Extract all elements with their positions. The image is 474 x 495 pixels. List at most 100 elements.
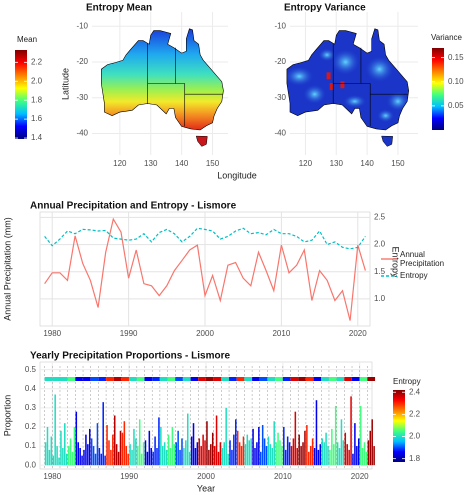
x-tick-label: 150 (391, 159, 405, 168)
bar (346, 444, 348, 466)
bar (340, 419, 343, 466)
bar (131, 449, 133, 466)
x-tick-label: 2010 (274, 472, 292, 481)
entropy-strip (198, 377, 206, 381)
entropy-strip (267, 377, 276, 381)
y-tick-label: -40 (274, 129, 286, 138)
bar (171, 426, 174, 466)
bar (192, 423, 195, 466)
bar (142, 442, 145, 466)
bar (296, 447, 299, 466)
entropy-strip (129, 377, 137, 381)
bar (89, 428, 91, 466)
bar (121, 432, 124, 466)
bar (225, 407, 227, 466)
y-tick-label: -30 (274, 93, 286, 102)
bar (290, 446, 293, 466)
tasmania (195, 135, 208, 147)
x-axis-label: Year (197, 483, 215, 493)
bar (62, 447, 64, 466)
bar (169, 447, 172, 466)
entropy-strip (275, 377, 283, 381)
x-tick-label: 1990 (120, 472, 138, 481)
x-tick-label: 1990 (120, 329, 138, 338)
bar (361, 447, 364, 466)
bar (56, 446, 58, 466)
y2-tick-label: 2.5 (374, 213, 386, 222)
bar (269, 444, 272, 466)
bar (300, 446, 302, 466)
bar (92, 446, 95, 466)
entropy-strip (175, 377, 183, 381)
colorbar-tick-label: 1.8 (31, 95, 43, 104)
bar (227, 453, 229, 466)
bar (342, 440, 345, 466)
colorbar-tick-label: 0.05 (448, 101, 464, 110)
bar (356, 446, 358, 466)
legend: Annual Precipitation Entropy (381, 250, 444, 283)
x-tick-label: 2000 (197, 472, 215, 481)
bar (363, 442, 366, 466)
bar (148, 430, 151, 466)
bar (277, 432, 279, 466)
bar (123, 421, 126, 466)
bar (162, 446, 164, 466)
bar (259, 451, 262, 466)
y-tick-label: 0.3 (25, 403, 37, 412)
entropy-strip (52, 377, 60, 381)
bar (288, 442, 291, 466)
tasmania (381, 135, 393, 147)
series-line (44, 227, 366, 250)
land (101, 28, 224, 130)
bar (83, 449, 85, 466)
colorbar (393, 390, 405, 462)
entropy-strip (98, 377, 107, 381)
bar (46, 426, 49, 466)
bar (188, 451, 191, 466)
y2-axis-label: Entropy (391, 246, 401, 278)
bar (319, 444, 322, 466)
bar (87, 444, 89, 466)
bar (221, 447, 224, 466)
entropy-strip (328, 377, 337, 381)
y-tick-label: 0.5 (25, 365, 37, 374)
y-axis-label: Latitude (60, 68, 70, 100)
bar (85, 434, 87, 466)
bar (73, 426, 76, 466)
bar (206, 421, 208, 466)
bar (265, 446, 268, 466)
legend-swatch (381, 274, 397, 277)
colorbar (432, 48, 444, 130)
y-tick-label: 0.4 (25, 384, 37, 393)
bar (350, 396, 352, 466)
colorbar-tick-label: 2.2 (409, 409, 421, 418)
bar (250, 438, 252, 466)
coastline (101, 28, 224, 131)
entropy-strip (290, 377, 299, 381)
bar (125, 446, 128, 466)
entropy-strip (159, 377, 168, 381)
bar (156, 447, 158, 466)
colorbar (15, 50, 27, 139)
bar (94, 453, 97, 466)
entropy-strip (344, 377, 353, 381)
variance-patch (376, 108, 395, 123)
bar (267, 436, 270, 466)
legend-swatch (381, 258, 397, 260)
y-axis-label: Annual Precipitation (mm) (2, 217, 12, 321)
bar (294, 411, 297, 466)
bar (75, 411, 78, 466)
land (286, 28, 409, 130)
bar (333, 444, 335, 466)
bar (69, 438, 72, 466)
entropy-strip (106, 377, 114, 381)
entropy-strip (213, 377, 222, 381)
legend-label: Entropy (400, 271, 428, 280)
bar (246, 434, 249, 466)
bar (298, 434, 300, 466)
bar (186, 413, 189, 466)
bar (317, 449, 320, 466)
bar (365, 451, 368, 466)
entropy-strip (359, 377, 368, 381)
bar (359, 405, 362, 466)
